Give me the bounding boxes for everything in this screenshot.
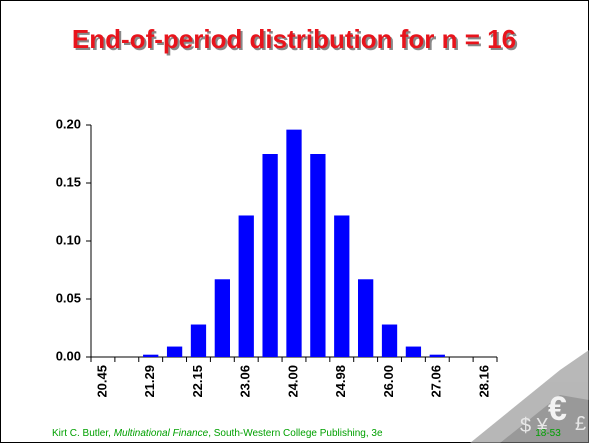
bar	[143, 355, 158, 357]
x-tick-label: 26.00	[381, 365, 396, 398]
bar	[406, 347, 421, 357]
footer-author: Kirt C. Butler,	[52, 428, 114, 439]
footer-book: Multinational Finance	[114, 428, 209, 439]
bar	[358, 279, 373, 357]
y-tick-label: 0.10	[56, 232, 81, 247]
y-tick-label: 0.20	[56, 116, 81, 131]
x-tick-label: 23.06	[238, 365, 253, 398]
footer-publisher: , South-Western College Publishing, 3e	[208, 428, 383, 439]
y-tick-label: 0.15	[56, 174, 81, 189]
bar	[334, 215, 349, 357]
bar	[167, 347, 182, 357]
bar	[430, 355, 445, 357]
x-tick-label: 20.45	[94, 365, 109, 398]
svg-text:€: €	[548, 390, 567, 428]
chart-title: End-of-period distribution for n = 16	[72, 24, 516, 54]
x-tick-label: 21.29	[142, 365, 157, 398]
x-tick-label: 24.00	[285, 365, 300, 398]
x-tick-label: 22.15	[190, 365, 205, 398]
footer: Kirt C. Butler, Multinational Finance, S…	[52, 428, 383, 439]
bar	[191, 325, 206, 357]
x-tick-label: 27.06	[429, 365, 444, 398]
page: {"chart_data": {"type": "bar", "title": …	[0, 0, 589, 443]
bar	[382, 325, 397, 357]
page-number: 18-53	[535, 428, 561, 439]
svg-text:£: £	[575, 413, 586, 435]
bar	[310, 154, 325, 357]
slide: $ ¥ € £ End-of-period distribution for n…	[0, 0, 589, 443]
y-tick-label: 0.05	[56, 290, 81, 305]
bar	[239, 215, 254, 357]
bar	[262, 154, 277, 357]
bar	[215, 279, 230, 357]
bar	[286, 130, 301, 357]
x-tick-label: 24.98	[333, 365, 348, 398]
y-tick-label: 0.00	[56, 348, 81, 363]
x-tick-label: 28.16	[476, 365, 491, 398]
